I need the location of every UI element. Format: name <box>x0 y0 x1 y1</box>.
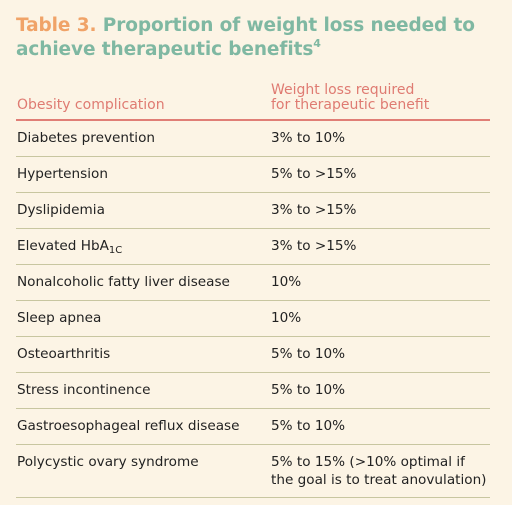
complication-cell: Diabetes prevention <box>17 130 156 146</box>
table-row: Osteoarthritis 5% to 10% <box>16 337 490 373</box>
weight-loss-cell: 5% to 10% <box>271 346 346 362</box>
table-row: Diabetes prevention 3% to 10% <box>16 121 490 157</box>
weight-loss-cell: 5% to 10% <box>271 382 346 398</box>
weight-loss-cell: 3% to >15% <box>271 238 357 254</box>
reference-superscript: 4 <box>313 36 321 50</box>
complication-text: Elevated HbA <box>17 238 109 254</box>
column-header-weight-loss-line1: Weight loss required <box>271 82 415 98</box>
complication-cell: Polycystic ovary syndrome <box>17 454 199 470</box>
complication-cell: Stress incontinence <box>17 382 151 398</box>
table-row: Elevated HbA1C 3% to >15% <box>16 229 490 265</box>
table-row: Sleep apnea 10% <box>16 301 490 337</box>
table-title: Table 3. Proportion of weight loss neede… <box>16 14 490 62</box>
column-header-weight-loss-line2: for therapeutic benefit <box>271 97 430 113</box>
weight-loss-cell: 10% <box>271 274 302 290</box>
weight-loss-cell: 5% to 10% <box>271 418 346 434</box>
complication-cell: Nonalcoholic fatty liver disease <box>17 274 230 290</box>
weight-loss-cell: 10% <box>271 310 302 326</box>
weight-loss-cell: 5% to >15% <box>271 166 357 182</box>
table-row: Hypertension 5% to >15% <box>16 157 490 193</box>
weight-loss-cell: 3% to 10% <box>271 130 346 146</box>
column-header-complication: Obesity complication <box>17 97 165 113</box>
table-header-row: Obesity complication Weight loss require… <box>16 80 490 121</box>
column-header-weight-loss: Weight loss required for therapeutic ben… <box>271 83 481 113</box>
table-row: Gastroesophageal reflux disease 5% to 10… <box>16 409 490 445</box>
complication-cell: Osteoarthritis <box>17 346 111 362</box>
table-number-label: Table 3. <box>16 15 97 36</box>
table-container: Table 3. Proportion of weight loss neede… <box>16 14 490 498</box>
table-row: Polycystic ovary syndrome 5% to 15% (>10… <box>16 445 490 498</box>
complication-cell: Sleep apnea <box>17 310 102 326</box>
complication-cell: Hypertension <box>17 166 108 182</box>
weight-loss-cell: 5% to 15% (>10% optimal if the goal is t… <box>271 454 487 488</box>
complication-subscript: 1C <box>108 245 123 256</box>
table-row: Stress incontinence 5% to 10% <box>16 373 490 409</box>
table-title-text: Proportion of weight loss needed to achi… <box>16 15 475 60</box>
table-row: Dyslipidemia 3% to >15% <box>16 193 490 229</box>
complication-cell: Dyslipidemia <box>17 202 105 218</box>
table-row: Nonalcoholic fatty liver disease 10% <box>16 265 490 301</box>
complication-cell: Gastroesophageal reflux disease <box>17 418 240 434</box>
complication-cell: Elevated HbA1C <box>17 237 267 256</box>
weight-loss-cell: 3% to >15% <box>271 202 357 218</box>
